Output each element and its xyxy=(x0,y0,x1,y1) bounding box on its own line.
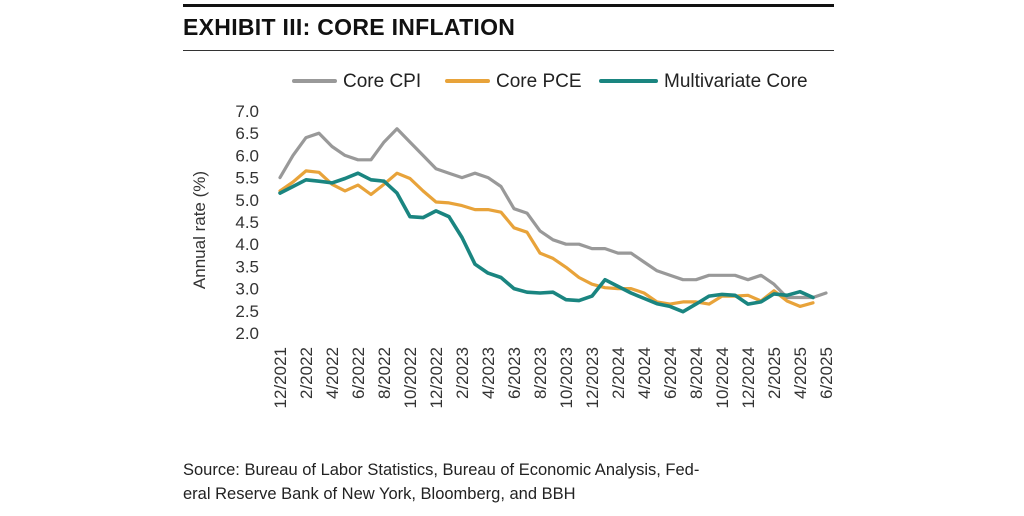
y-tick-label: 2.5 xyxy=(235,302,259,321)
x-tick-label: 4/2025 xyxy=(791,347,810,399)
x-tick-label: 8/2024 xyxy=(687,347,706,399)
legend-label: Core CPI xyxy=(343,71,421,92)
y-tick-label: 7.0 xyxy=(235,102,259,121)
x-tick-label: 8/2022 xyxy=(375,347,394,399)
y-tick-label: 2.0 xyxy=(235,324,259,343)
y-tick-label: 5.5 xyxy=(235,169,259,188)
x-tick-label: 6/2024 xyxy=(661,347,680,399)
x-tick-label: 12/2021 xyxy=(271,347,290,408)
x-tick-label: 4/2022 xyxy=(323,347,342,399)
x-tick-label: 4/2023 xyxy=(479,347,498,399)
x-tick-label: 10/2024 xyxy=(713,347,732,408)
source-line-2: eral Reserve Bank of New York, Bloomberg… xyxy=(183,485,576,503)
x-tick-label: 6/2025 xyxy=(817,347,836,399)
x-tick-label: 2/2024 xyxy=(609,347,628,399)
y-tick-label: 3.5 xyxy=(235,257,259,276)
x-tick-label: 12/2022 xyxy=(427,347,446,408)
series-line-multivariate-core xyxy=(278,171,815,314)
x-tick-label: 2/2022 xyxy=(297,347,316,399)
x-tick-label: 2/2023 xyxy=(453,347,472,399)
y-tick-label: 4.5 xyxy=(235,213,259,232)
x-tick-label: 10/2023 xyxy=(557,347,576,408)
x-tick-label: 6/2022 xyxy=(349,347,368,399)
x-tick-label: 4/2024 xyxy=(635,347,654,399)
x-tick-label: 10/2022 xyxy=(401,347,420,408)
y-tick-label: 5.0 xyxy=(235,191,259,210)
series-line-core-pce xyxy=(278,169,815,308)
title-rule xyxy=(183,50,834,51)
x-tick-label: 12/2024 xyxy=(739,347,758,408)
y-axis-label: Annual rate (%) xyxy=(190,171,209,289)
legend-label: Core PCE xyxy=(496,71,582,92)
y-tick-label: 6.5 xyxy=(235,124,259,143)
x-tick-label: 8/2023 xyxy=(531,347,550,399)
source-note: Source: Bureau of Labor Statistics, Bure… xyxy=(183,458,843,506)
legend-label: Multivariate Core xyxy=(664,71,808,92)
source-line-1: Source: Bureau of Labor Statistics, Bure… xyxy=(183,461,700,479)
x-tick-label: 12/2023 xyxy=(583,347,602,408)
series-line-core-cpi xyxy=(278,127,828,300)
exhibit-title: EXHIBIT III: CORE INFLATION xyxy=(183,14,516,40)
y-tick-label: 6.0 xyxy=(235,146,259,165)
top-rule xyxy=(183,4,834,7)
y-tick-label: 3.0 xyxy=(235,280,259,299)
x-tick-label: 6/2023 xyxy=(505,347,524,399)
y-tick-label: 4.0 xyxy=(235,235,259,254)
x-tick-label: 2/2025 xyxy=(765,347,784,399)
